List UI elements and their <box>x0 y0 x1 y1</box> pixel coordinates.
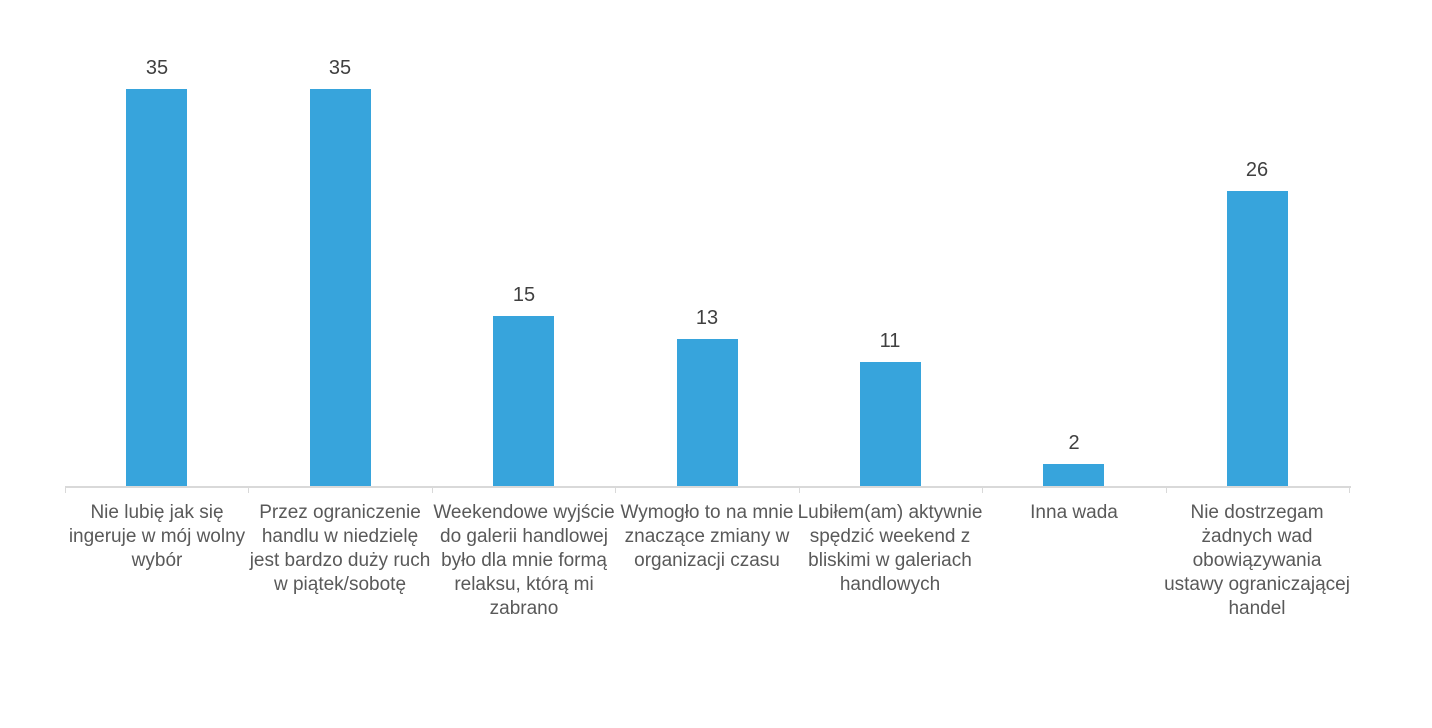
x-axis-category-label: Wymogło to na mnie znaczące zmiany w org… <box>620 502 794 571</box>
bar <box>677 339 738 487</box>
bar <box>126 89 187 487</box>
bar <box>1043 464 1104 487</box>
bar-value-label: 11 <box>879 330 901 352</box>
x-axis-category-label: Lubiłem(am) aktywnie spędzić weekend z b… <box>797 502 983 595</box>
bar <box>310 89 371 487</box>
plot-area: 35 35 15 13 11 2 26 <box>65 0 1350 493</box>
bar-value-label: 35 <box>145 57 169 79</box>
bar-value-label: 15 <box>512 284 536 306</box>
x-axis-tick <box>1166 487 1167 493</box>
x-axis-line <box>65 486 1351 488</box>
x-axis-tick <box>982 487 983 493</box>
bar <box>860 362 921 487</box>
x-axis-category-label: Nie dostrzegam żadnych wad obowiązywania… <box>1164 502 1350 619</box>
x-axis-tick <box>248 487 249 493</box>
x-axis-tick <box>615 487 616 493</box>
x-axis-category-label: Przez ograniczenie handlu w niedzielę je… <box>249 502 431 595</box>
x-axis-tick <box>799 487 800 493</box>
bar-value-label: 13 <box>695 307 719 329</box>
bar <box>1227 191 1288 487</box>
x-axis-category-label: Weekendowe wyjście do galerii handlowej … <box>433 502 615 619</box>
x-axis-category-label: Inna wada <box>1030 502 1118 523</box>
x-axis-tick <box>65 487 66 493</box>
bar <box>493 316 554 487</box>
x-axis-category-label: Nie lubię jak się ingeruje w mój wolny w… <box>68 502 246 571</box>
bar-value-label: 2 <box>1068 432 1080 454</box>
x-axis-tick <box>432 487 433 493</box>
bar-value-label: 35 <box>328 57 352 79</box>
x-axis-tick <box>1349 487 1350 493</box>
bar-value-label: 26 <box>1245 159 1269 181</box>
